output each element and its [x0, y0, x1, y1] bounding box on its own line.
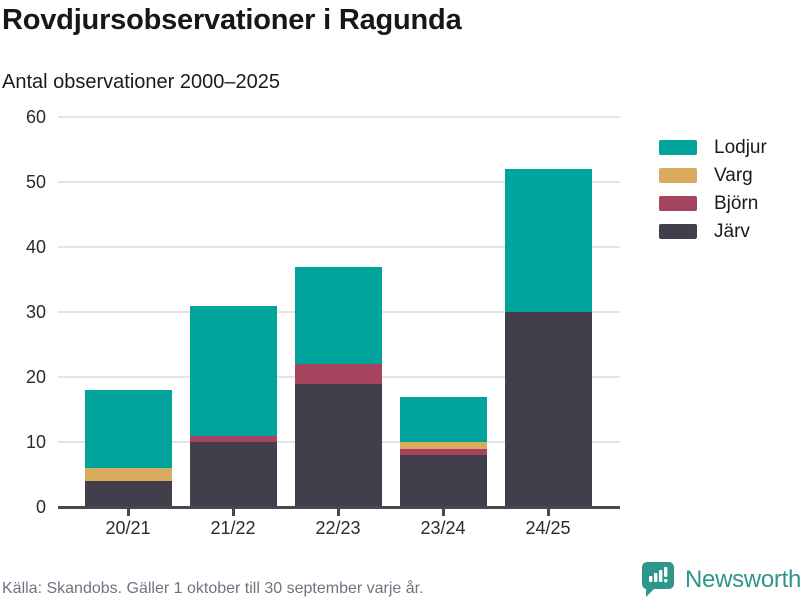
bar-segment-järv-24-25	[504, 312, 592, 507]
x-tick-label: 24/25	[525, 518, 571, 538]
chart-title: Rovdjursobservationer i Ragunda	[2, 4, 462, 36]
source-note: Källa: Skandobs. Gäller 1 oktober till 3…	[2, 580, 424, 597]
bar-segment-järv-23-24	[399, 455, 487, 507]
newsworthy-logo-link[interactable]: Newsworthy	[641, 561, 800, 598]
chart-subtitle: Antal observationer 2000–2025	[2, 71, 280, 93]
x-tick	[231, 509, 235, 516]
x-tick	[336, 509, 340, 516]
y-tick-label: 10	[25, 432, 46, 452]
legend-item-lodjur: Lodjur	[659, 133, 767, 161]
y-tick-label: 30	[25, 302, 46, 322]
bar-segment-lodjur-21-22	[189, 305, 277, 436]
bar-segment-varg-23-24	[399, 442, 487, 449]
gridline-60	[58, 116, 620, 118]
x-tick	[546, 509, 550, 516]
bar-segment-järv-22-23	[294, 383, 382, 507]
y-tick-label: 0	[35, 497, 46, 517]
bar-segment-lodjur-22-23	[294, 266, 382, 364]
y-tick-label: 50	[25, 172, 46, 192]
legend-swatch-varg	[659, 167, 697, 183]
legend-label: Varg	[714, 164, 753, 186]
gridline-50	[58, 181, 620, 183]
x-tick-label: 22/23	[315, 518, 361, 538]
y-tick-label: 40	[25, 237, 46, 257]
bar-segment-järv-21-22	[189, 442, 277, 507]
bar-segment-björn-23-24	[399, 448, 487, 455]
legend-item-björn: Björn	[659, 189, 767, 217]
x-axis-line	[58, 506, 620, 509]
bar-segment-lodjur-24-25	[504, 169, 592, 312]
x-tick-label: 23/24	[420, 518, 466, 538]
legend: Lodjur Varg Björn Järv	[659, 133, 767, 245]
x-tick-label: 20/21	[105, 518, 151, 538]
newsworthy-logo-text: Newsworthy	[685, 565, 800, 593]
bar-segment-lodjur-23-24	[399, 396, 487, 442]
x-tick	[441, 509, 445, 516]
bar-segment-björn-21-22	[189, 435, 277, 442]
legend-swatch-björn	[659, 195, 697, 211]
legend-label: Lodjur	[714, 136, 767, 158]
legend-label: Björn	[714, 192, 759, 214]
bar-segment-lodjur-20-21	[84, 390, 172, 468]
x-tick-label: 21/22	[210, 518, 256, 538]
bar-segment-varg-20-21	[84, 468, 172, 481]
legend-swatch-järv	[659, 223, 697, 239]
legend-item-varg: Varg	[659, 161, 767, 189]
y-tick-label: 60	[25, 107, 46, 127]
bar-segment-järv-20-21	[84, 481, 172, 507]
y-tick-label: 20	[25, 367, 46, 387]
legend-item-järv: Järv	[659, 217, 767, 245]
legend-swatch-lodjur	[659, 139, 697, 155]
newsworthy-logo-icon	[641, 561, 675, 598]
gridline-40	[58, 246, 620, 248]
bar-segment-björn-22-23	[294, 364, 382, 384]
legend-label: Järv	[714, 220, 750, 242]
x-tick	[126, 509, 130, 516]
